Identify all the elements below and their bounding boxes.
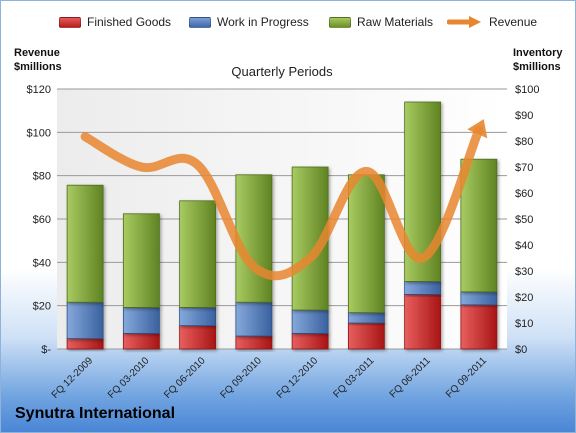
bar-raw-materials <box>235 174 273 303</box>
x-tick-label: FQ 09-2011 <box>444 355 489 400</box>
legend-swatch-finished-goods <box>59 16 81 28</box>
x-tick-label: FQ 12-2009 <box>50 355 96 401</box>
bar-work-in-progress <box>347 312 385 324</box>
bar-work-in-progress <box>235 301 273 337</box>
revenue-point <box>366 171 367 172</box>
bar-raw-materials <box>179 200 217 308</box>
y-left-tick-label: $100 <box>27 127 51 139</box>
legend-label-revenue: Revenue <box>489 15 538 29</box>
y-right-tick-label: $60 <box>515 188 533 200</box>
x-tick-label: FQ 03-2011 <box>332 355 377 400</box>
y-right-tick-label: $10 <box>515 318 533 330</box>
y-right-tick-label: $100 <box>515 84 539 96</box>
x-tick-label: FQ 06-2011 <box>388 355 433 400</box>
left-axis-title-line2: $millions <box>14 61 62 73</box>
legend-label-raw-materials: Raw Materials <box>357 15 434 29</box>
left-axis-title: Revenue $millions <box>14 46 62 74</box>
legend: Finished Goods Work in Progress Raw Mate… <box>1 11 575 33</box>
revenue-point <box>310 258 311 259</box>
bar-finished-goods <box>122 332 160 350</box>
bar-work-in-progress <box>122 306 160 334</box>
x-tick-label: FQ 06-2010 <box>162 355 208 401</box>
y-left-tick-label: $120 <box>27 84 51 96</box>
x-tick-label: FQ 09-2010 <box>218 355 264 401</box>
y-left-tick-label: $80 <box>33 171 51 183</box>
bar-work-in-progress <box>460 291 498 306</box>
y-right-tick-label: $80 <box>515 136 533 148</box>
bar-raw-materials <box>460 158 498 293</box>
y-right-tick-label: $30 <box>515 266 533 278</box>
bar-work-in-progress <box>66 301 104 340</box>
bar-work-in-progress <box>179 306 217 326</box>
legend-arrow-revenue-icon <box>447 16 481 28</box>
revenue-arrowhead <box>467 119 488 139</box>
legend-item-revenue: Revenue <box>447 11 537 33</box>
revenue-line <box>80 125 484 281</box>
right-axis-title-line2: $millions <box>513 61 561 73</box>
left-axis-title-line1: Revenue <box>14 47 60 59</box>
y-right-tick-label: $20 <box>515 292 533 304</box>
revenue-point <box>141 167 142 168</box>
y-left-tick-label: $40 <box>33 257 51 269</box>
legend-item-finished-goods: Finished Goods <box>59 11 171 33</box>
bar-finished-goods <box>347 322 385 350</box>
y-right-tick-label: $90 <box>515 110 533 122</box>
right-axis-title-line1: Inventory <box>513 47 563 59</box>
y-left-tick-label: $20 <box>33 301 51 313</box>
revenue-point <box>85 136 86 137</box>
y-right-tick-label: $40 <box>515 240 533 252</box>
bar-work-in-progress <box>291 309 329 334</box>
legend-item-raw-materials: Raw Materials <box>329 11 433 33</box>
bar-raw-materials <box>66 184 104 303</box>
bar-work-in-progress <box>404 280 442 295</box>
bar-finished-goods <box>235 335 273 350</box>
y-left-tick-label: $- <box>41 344 51 356</box>
bar-finished-goods <box>460 304 498 350</box>
revenue-point <box>197 164 198 165</box>
y-right-tick-label: $70 <box>515 162 533 174</box>
x-tick-label: FQ 12-2010 <box>275 355 321 401</box>
legend-item-work-in-progress: Work in Progress <box>189 11 309 33</box>
legend-label-finished-goods: Finished Goods <box>87 15 172 29</box>
legend-swatch-work-in-progress <box>189 16 211 28</box>
y-left-tick-label: $60 <box>33 214 51 226</box>
bar-finished-goods <box>179 325 217 350</box>
bar-raw-materials <box>347 174 385 314</box>
chart-title: Quarterly Periods <box>231 64 333 79</box>
revenue-point <box>253 266 254 267</box>
bar-finished-goods <box>291 332 329 350</box>
company-name: Synutra International <box>15 405 176 422</box>
x-tick-label: FQ 03-2010 <box>106 355 152 401</box>
revenue-point <box>478 130 479 131</box>
right-axis-title: Inventory $millions <box>513 46 563 74</box>
bar-finished-goods <box>66 338 104 350</box>
y-right-tick-label: $50 <box>515 214 533 226</box>
revenue-point <box>422 258 423 259</box>
y-right-tick-label: $0 <box>515 344 527 356</box>
bar-finished-goods <box>404 293 442 350</box>
legend-swatch-raw-materials <box>329 16 351 28</box>
bar-raw-materials <box>122 213 160 308</box>
legend-label-work-in-progress: Work in Progress <box>217 15 309 29</box>
